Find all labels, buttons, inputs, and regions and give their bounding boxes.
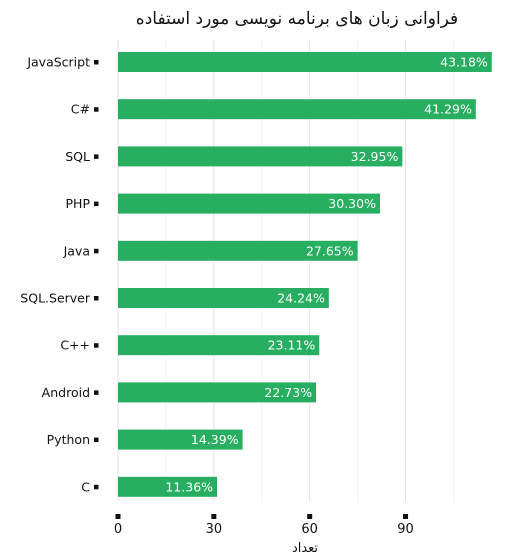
y-tick-mark [94, 484, 99, 490]
bar [118, 335, 320, 356]
x-tick-label: 0 [114, 522, 122, 537]
category-label: C [81, 479, 90, 494]
x-tick-label: 30 [206, 522, 223, 537]
bar [118, 240, 358, 261]
category-label: Python [47, 432, 90, 447]
bar [118, 99, 476, 120]
bar [118, 52, 492, 72]
bar [118, 193, 380, 214]
data-label: 27.65% [306, 243, 354, 258]
x-tick-mark [211, 514, 217, 519]
bar [118, 288, 329, 308]
y-tick-mark [94, 296, 99, 301]
y-tick-mark [94, 201, 99, 207]
y-tick-mark [94, 107, 99, 112]
bar [118, 476, 218, 497]
data-label: 23.11% [268, 338, 316, 353]
category-label: SQL.Server [20, 291, 91, 306]
data-label: 32.95% [351, 149, 399, 164]
x-axis-title: تعداد [292, 541, 318, 555]
bar [118, 429, 243, 450]
category-label: JavaScript [26, 55, 90, 70]
x-tick-label: 90 [397, 522, 414, 537]
category-label: C++ [60, 338, 90, 353]
data-label: 22.73% [264, 385, 312, 400]
x-tick-mark [403, 514, 409, 519]
x-tick-mark [115, 514, 121, 519]
data-label: 24.24% [277, 291, 325, 306]
data-label: 11.36% [165, 479, 213, 494]
y-tick-mark [94, 60, 99, 65]
category-label: C# [71, 102, 90, 117]
bar [118, 146, 403, 167]
y-tick-mark [94, 343, 99, 348]
x-tick-label: 60 [301, 522, 318, 537]
y-tick-mark [94, 154, 99, 159]
data-label: 43.18% [440, 55, 488, 70]
y-tick-mark [94, 248, 99, 254]
bar [118, 382, 317, 403]
chart-title: فراوانی زبان های برنامه نویسی مورد استفا… [136, 9, 458, 29]
data-label: 30.30% [328, 196, 376, 211]
bars: 43.18% 41.29% 32.95% 30.30% 27.65% 24.24% 23.1… [118, 52, 492, 497]
x-axis: 0 30 60 90 [114, 514, 414, 537]
x-tick-mark [307, 514, 313, 519]
y-tick-mark [94, 390, 99, 395]
category-labels: JavaScript C# SQL PHP Java SQL.Server C++ Andro… [20, 55, 99, 494]
category-label: Java [63, 243, 90, 258]
category-label: PHP [66, 196, 91, 211]
y-tick-mark [94, 437, 99, 443]
data-label: 41.29% [424, 102, 472, 117]
category-label: Android [42, 385, 90, 400]
category-label: SQL [65, 149, 90, 164]
data-label: 14.39% [191, 432, 239, 447]
